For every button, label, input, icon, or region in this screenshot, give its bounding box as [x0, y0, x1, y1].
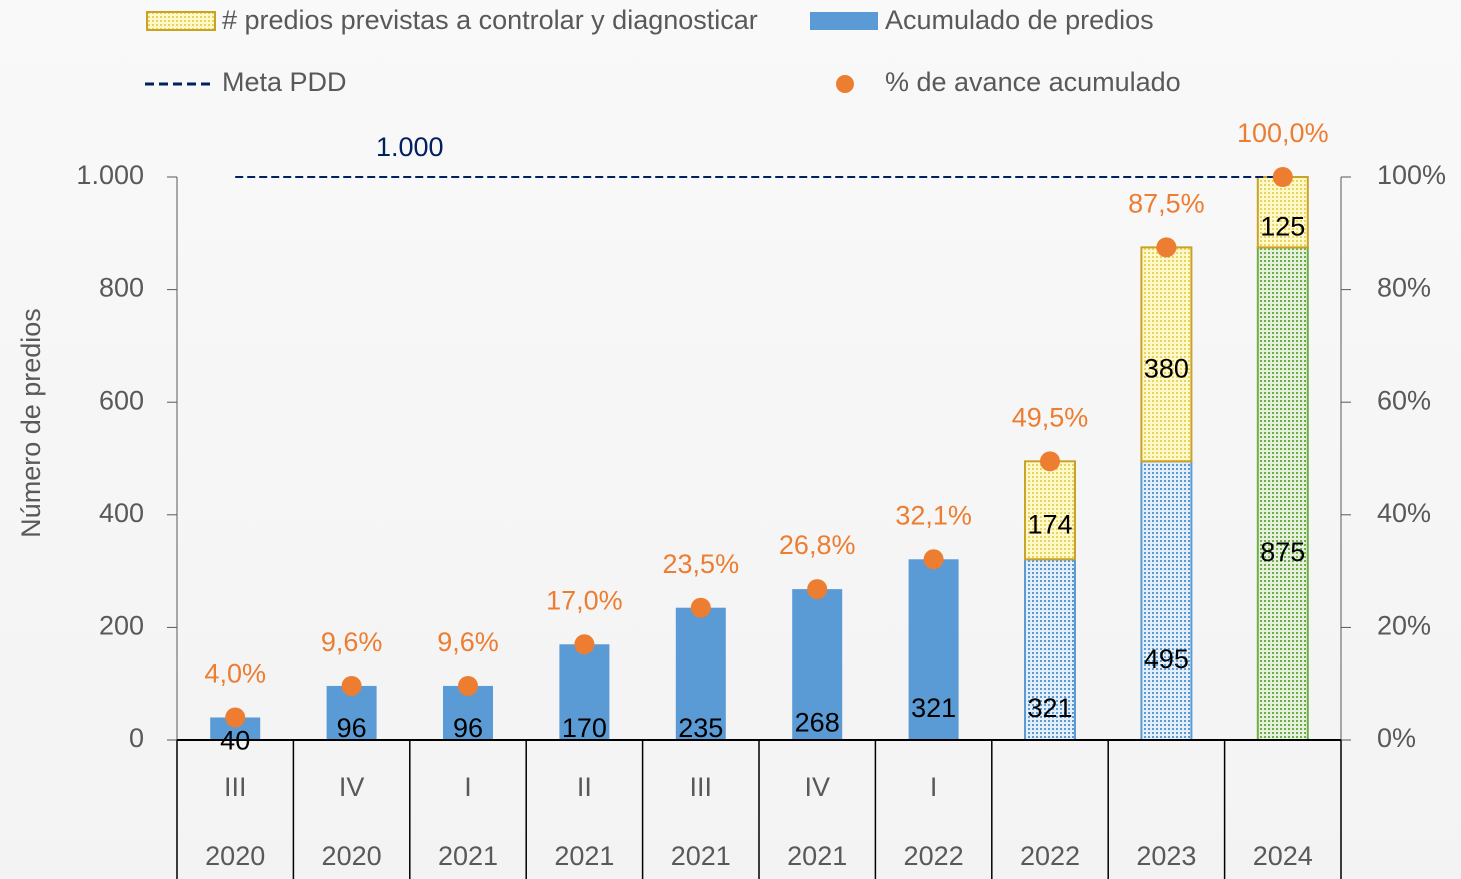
y2-tick-label: 80%: [1377, 273, 1431, 303]
bar: [1256, 246, 1309, 741]
bar-value-label: 875: [1260, 537, 1305, 567]
y2-tick-label: 60%: [1377, 385, 1431, 415]
x-tick-label: 2020: [205, 841, 265, 871]
y-tick-label: 1.000: [76, 160, 144, 190]
x-tick-label: 2023: [1136, 841, 1196, 871]
x-tick-label: II: [577, 772, 592, 802]
stacked-bar: [1140, 246, 1193, 463]
bar-value-label: 268: [795, 708, 840, 738]
legend-label: Meta PDD: [222, 67, 347, 97]
percent-point: [1156, 237, 1177, 258]
bar: [559, 644, 610, 740]
legend-swatch: [146, 11, 216, 31]
x-tick-label: I: [464, 772, 472, 802]
percent-label: 87,5%: [1128, 189, 1205, 219]
bar-value-label: 96: [337, 713, 367, 743]
x-tick-label: 2022: [904, 841, 964, 871]
bar-value-label: 170: [562, 713, 607, 743]
y2-tick-label: 40%: [1377, 498, 1431, 528]
bar: [792, 589, 843, 740]
percent-label: 9,6%: [321, 627, 383, 657]
bar-value-label: 174: [1027, 509, 1072, 539]
bar: [675, 607, 726, 740]
percent-point: [690, 597, 711, 618]
y-tick-label: 0: [129, 723, 144, 753]
percent-label: 9,6%: [437, 627, 499, 657]
y-tick-label: 600: [99, 385, 144, 415]
percent-label: 32,1%: [895, 500, 972, 530]
percent-point: [458, 675, 478, 696]
percent-label: 23,5%: [663, 549, 740, 579]
percent-label: 49,5%: [1012, 402, 1089, 432]
x-tick-label: 2021: [787, 841, 847, 871]
x-tick-label: 2021: [438, 841, 498, 871]
bar-value-label: 96: [453, 713, 483, 743]
x-tick-label: I: [930, 772, 938, 802]
x-tick-label: 2020: [322, 841, 382, 871]
bar: [1024, 558, 1076, 741]
legend-label: # predios previstas a controlar y diagno…: [222, 5, 758, 35]
percent-label: 17,0%: [546, 585, 623, 615]
y2-tick-label: 100%: [1377, 160, 1446, 190]
target-label: 1.000: [376, 132, 444, 162]
percent-point: [574, 634, 595, 655]
x-tick-label: 2024: [1253, 841, 1313, 871]
x-tick-label: III: [690, 772, 713, 802]
percent-point: [1272, 167, 1293, 187]
stacked-bar: [1256, 176, 1309, 249]
y-axis-label: Número de predios: [16, 308, 46, 538]
stacked-bar: [1024, 460, 1076, 561]
y-tick-label: 400: [99, 498, 144, 528]
bar-value-label: 321: [1027, 693, 1072, 723]
x-tick-label: 2022: [1020, 841, 1080, 871]
bar: [210, 717, 261, 740]
bar-value-label: 380: [1144, 353, 1189, 383]
percent-point: [1040, 451, 1060, 472]
y2-tick-label: 20%: [1377, 611, 1431, 641]
percent-point: [225, 707, 246, 728]
percent-label: 26,8%: [779, 530, 856, 560]
percent-point: [341, 675, 362, 696]
legend-swatch: [836, 75, 854, 93]
y2-tick-label: 0%: [1377, 723, 1416, 753]
percent-label: 4,0%: [204, 659, 266, 689]
percent-label: 100,0%: [1237, 118, 1329, 148]
bar-value-label: 125: [1260, 211, 1305, 241]
percent-point: [923, 549, 944, 570]
bar-value-label: 495: [1144, 644, 1189, 674]
bar: [908, 559, 959, 740]
y-tick-label: 200: [99, 611, 144, 641]
legend-label: Acumulado de predios: [885, 5, 1154, 35]
bar: [1140, 460, 1193, 741]
y-tick-label: 800: [99, 273, 144, 303]
x-tick-label: III: [224, 772, 247, 802]
x-tick-label: IV: [339, 772, 365, 802]
x-tick-label: 2021: [554, 841, 614, 871]
percent-point: [807, 579, 828, 600]
x-tick-label: 2021: [671, 841, 731, 871]
x-tick-label: IV: [804, 772, 830, 802]
legend-label: % de avance acumulado: [885, 67, 1181, 97]
bar-value-label: 235: [678, 713, 723, 743]
bar-value-label: 321: [911, 693, 956, 723]
legend-swatch: [810, 12, 878, 30]
